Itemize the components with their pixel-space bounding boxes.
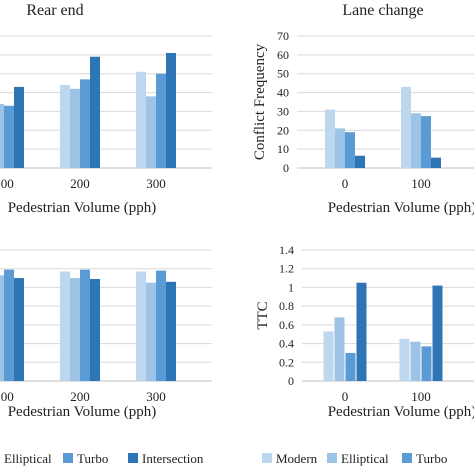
x-tick-label: 100 [0,176,14,191]
bar-intersection [14,86,24,168]
bar-turbo [345,352,356,381]
bar-elliptical [146,282,156,381]
bar-elliptical [411,113,421,168]
y-tick-label: 20 [277,123,289,137]
legend-label-turbo: Turbo [77,451,108,466]
x-axis-title: Pedestrian Volume (pph) [328,404,474,420]
y-tick-label: 0 [283,161,289,175]
bar-elliptical [0,103,4,168]
bar-turbo [4,269,14,381]
bar-elliptical [410,341,421,381]
bar-turbo [80,269,90,381]
bar-elliptical [335,128,345,168]
x-tick-label: 100 [0,389,14,404]
bar-intersection [431,157,441,168]
bar-intersection [356,282,367,381]
y-tick-label: 10 [277,142,289,156]
legend-swatch-modern [262,453,272,463]
legend-swatch-turbo [63,453,73,463]
bar-modern [401,86,411,168]
y-tick-label: 1.4 [279,243,294,257]
bar-intersection [90,279,100,381]
bar-elliptical [0,275,4,381]
x-tick-label: 0 [342,389,349,404]
bar-turbo [80,79,90,168]
y-tick-label: 0.2 [279,355,294,369]
bar-turbo [421,116,431,168]
legend-label-modern: Modern [276,451,318,466]
bar-modern [60,271,70,381]
y-tick-label: 30 [277,104,289,118]
y-tick-label: 1.2 [279,262,294,276]
chart-title: Rear end [26,2,83,19]
y-axis-title: Conflict Frequency [252,43,268,160]
bar-modern [323,331,334,381]
bar-turbo [345,132,355,168]
y-tick-label: 40 [277,86,289,100]
y-tick-label: 0.4 [279,337,294,351]
bar-intersection [166,281,176,381]
x-tick-label: 300 [146,176,166,191]
x-axis-title: Pedestrian Volume (pph) [8,404,157,420]
bar-modern [136,271,146,381]
bar-elliptical [146,96,156,168]
legend-label-intersection: Intersection [142,451,204,466]
y-tick-label: 0.6 [279,318,294,332]
legend-label-turbo: Turbo [416,451,447,466]
y-tick-label: 1 [288,280,294,294]
bar-intersection [90,56,100,168]
y-tick-label: 0 [288,374,294,388]
x-axis-title: Pedestrian Volume (pph) [328,200,474,216]
y-tick-label: 50 [277,67,289,81]
x-tick-label: 200 [70,176,90,191]
bar-elliptical [334,317,345,381]
y-tick-label: 0.8 [279,299,294,313]
bar-intersection [166,52,176,168]
bar-intersection [14,278,24,381]
legend-swatch-turbo [402,453,412,463]
legend-swatch-intersection [128,453,138,463]
chart-title: Lane change [342,2,423,19]
bar-turbo [4,105,14,168]
x-tick-label: 100 [411,389,431,404]
x-tick-label: 300 [146,389,166,404]
x-tick-label: 200 [70,389,90,404]
x-tick-label: 100 [411,176,431,191]
legend-swatch-elliptical [327,453,337,463]
bar-modern [325,109,335,168]
x-axis-title: Pedestrian Volume (pph) [8,200,157,216]
bar-turbo [156,270,166,381]
bar-modern [136,71,146,168]
y-tick-label: 70 [277,29,289,43]
x-tick-label: 0 [342,176,349,191]
bar-turbo [421,346,432,381]
y-axis-title: TTC [255,301,271,329]
bar-elliptical [70,88,80,168]
legend-label-elliptical: Elliptical [4,451,52,466]
bar-modern [399,338,410,381]
y-tick-label: 60 [277,48,289,62]
legend-label-elliptical: Elliptical [341,451,389,466]
bar-modern [60,85,70,168]
bar-intersection [355,155,365,168]
bar-turbo [156,73,166,168]
bar-elliptical [70,278,80,381]
bar-intersection [432,285,443,381]
